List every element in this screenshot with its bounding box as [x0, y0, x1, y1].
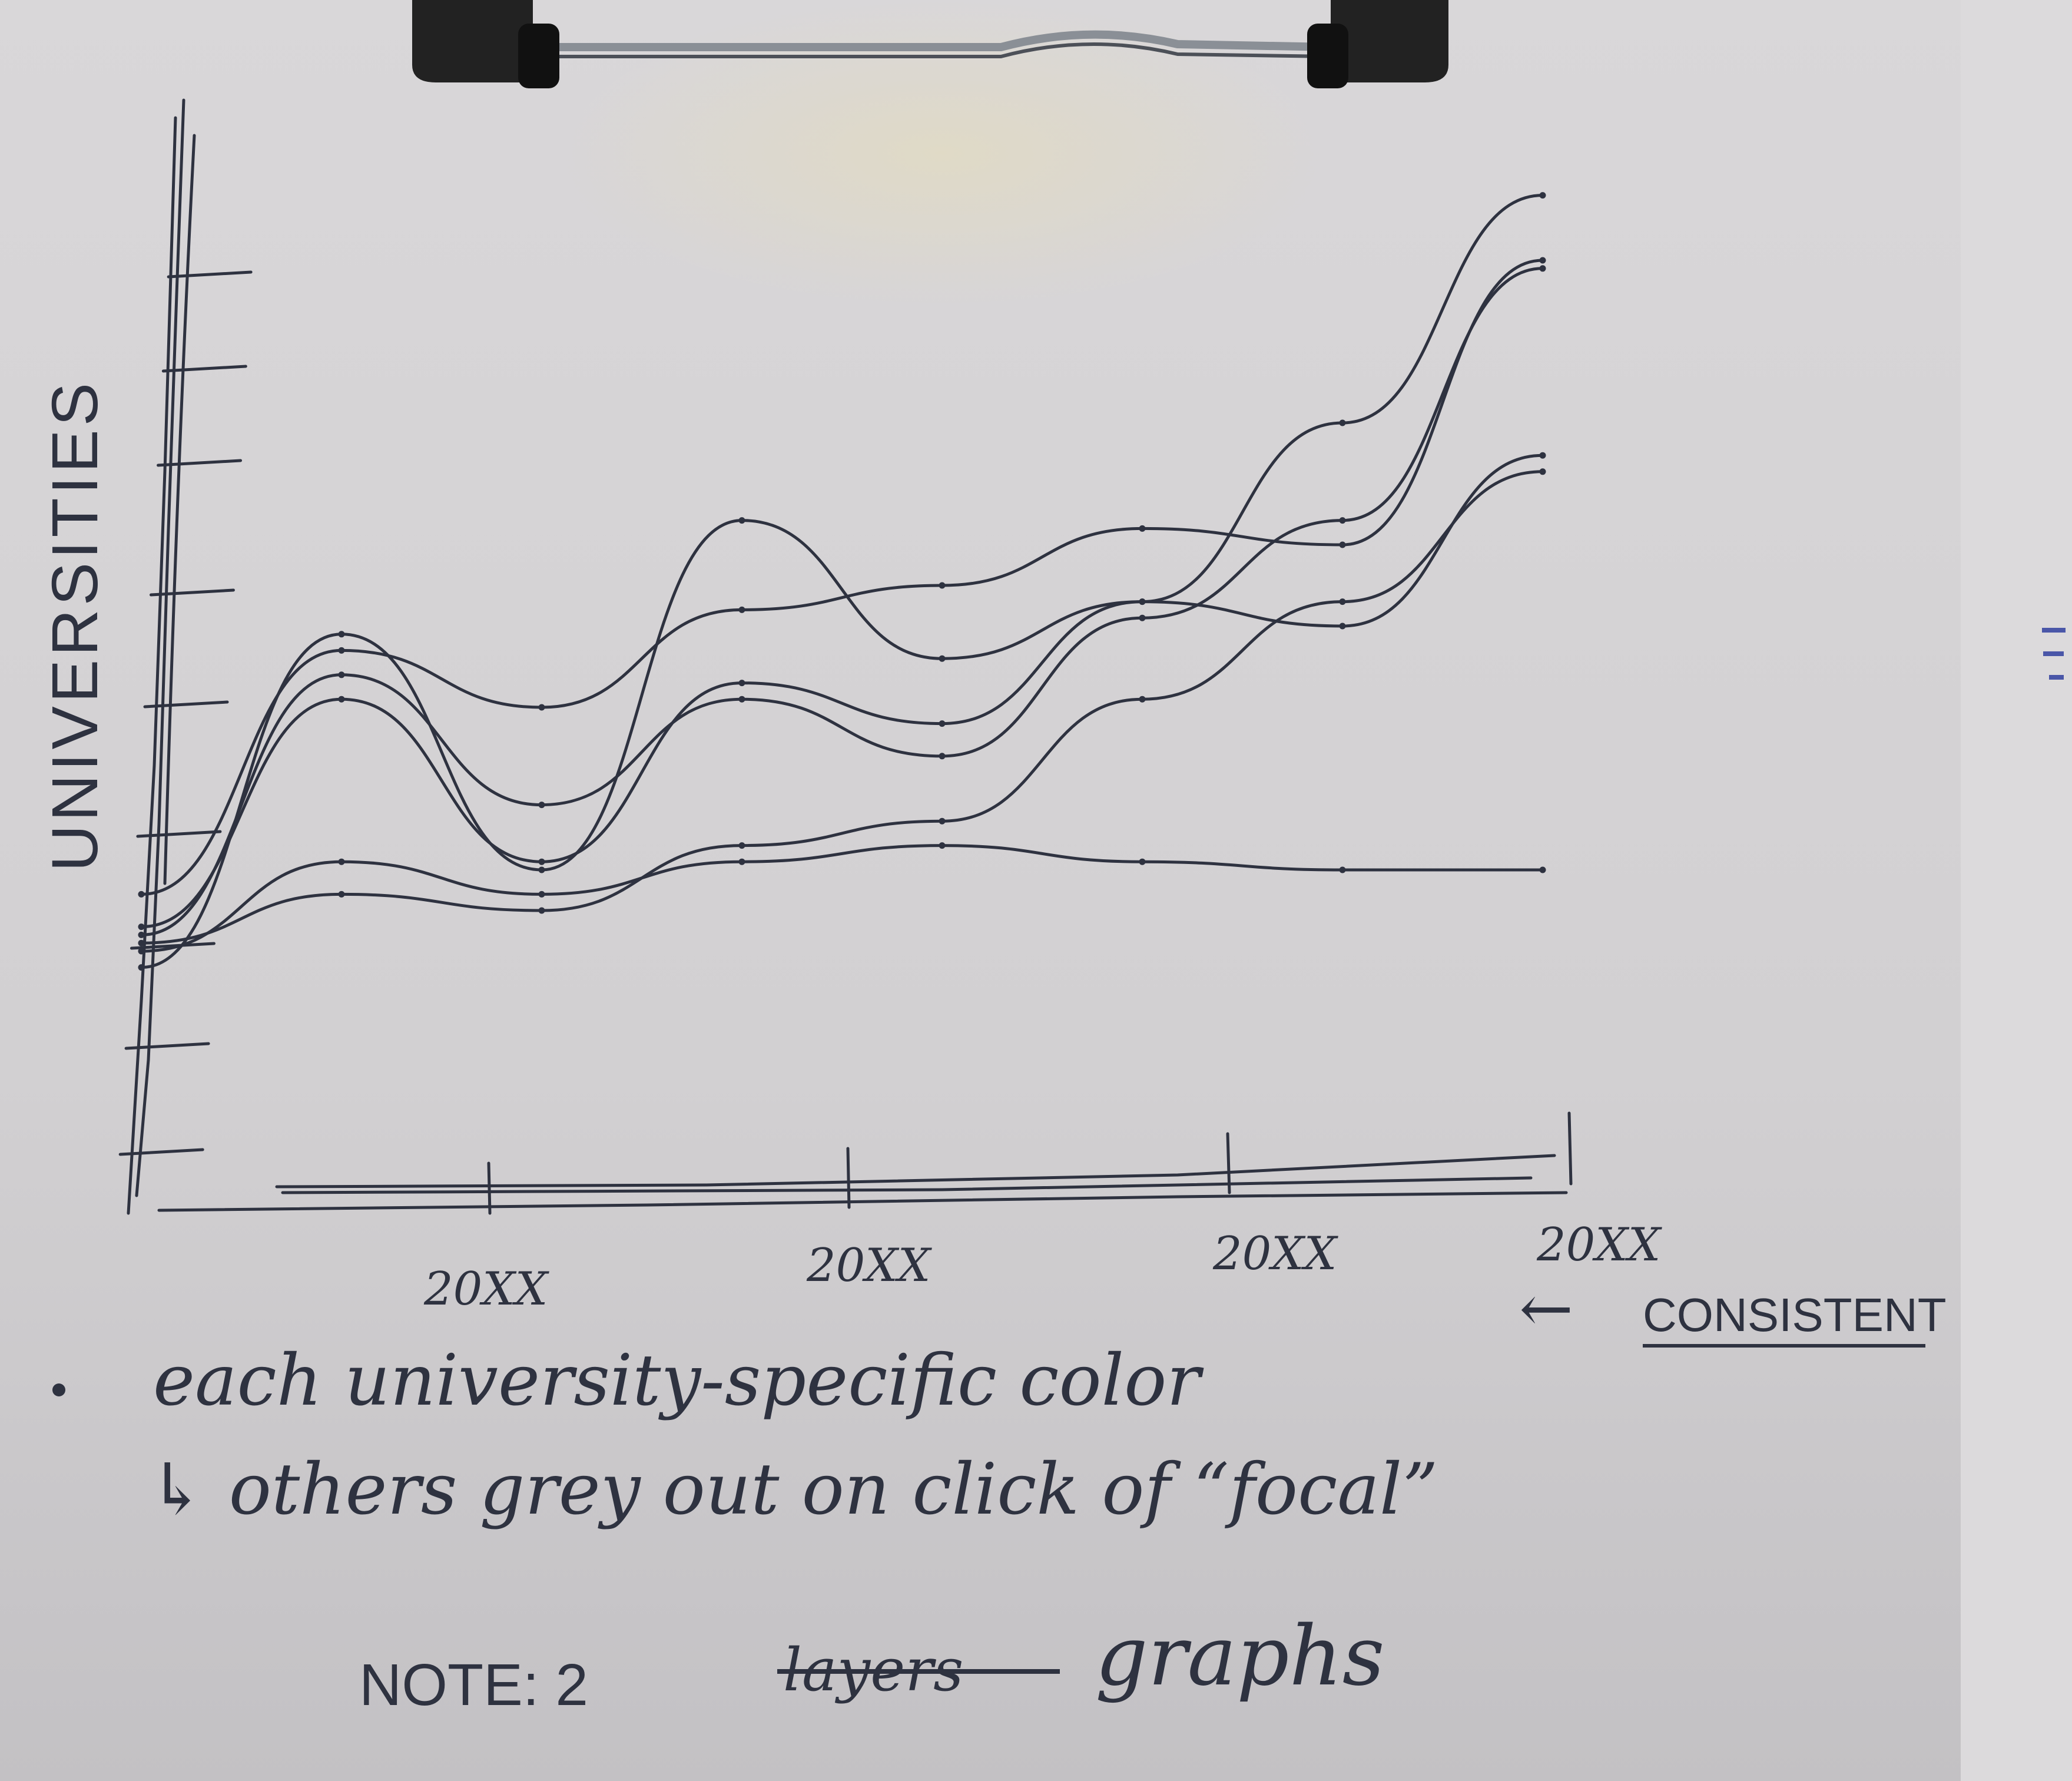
series-6-point-1 [138, 931, 145, 938]
y-tick-3 [157, 459, 243, 467]
series-3-point-8 [1539, 866, 1546, 873]
y-tick-1 [167, 270, 253, 279]
series-line-4 [140, 470, 1544, 945]
series-1-point-4 [738, 606, 745, 613]
series-3-point-6 [1139, 858, 1146, 865]
series-6-point-5 [939, 753, 946, 760]
series-5-point-1 [138, 964, 145, 971]
y-axis [127, 98, 196, 1215]
series-6-point-6 [1139, 614, 1146, 621]
y-axis-label: UNIVERSITIES [39, 379, 111, 872]
x-tick-label-1: 20XX [423, 1263, 550, 1316]
series-1-point-1 [138, 891, 145, 898]
series-lines [138, 192, 1546, 971]
y-tick-8 [124, 1042, 210, 1050]
series-3-point-5 [939, 842, 946, 849]
note-line-1: each university-specific color [153, 1340, 1204, 1422]
x-axis [157, 1111, 1573, 1212]
note-prefix: NOTE: 2 [359, 1652, 588, 1718]
series-4-point-6 [1139, 696, 1146, 703]
series-4-point-8 [1539, 468, 1546, 475]
series-3-point-1 [138, 948, 145, 955]
series-2-point-7 [1339, 419, 1346, 426]
lamp-glow [559, 0, 1325, 306]
y-tick-5 [143, 700, 229, 709]
series-4-point-7 [1339, 598, 1346, 605]
y-tick-7 [130, 942, 216, 950]
series-6-point-4 [738, 696, 745, 703]
series-1-point-7 [1339, 541, 1346, 548]
series-4-point-5 [939, 817, 946, 825]
series-4-point-3 [538, 907, 545, 914]
clipboard-clip-icon [412, 0, 1448, 88]
y-tick-2 [161, 365, 247, 373]
consistent-label: CONSISTENT [1643, 1289, 1947, 1341]
series-line-2 [140, 194, 1544, 929]
x-tick-label-3: 20XX [1212, 1227, 1339, 1280]
series-4-point-2 [338, 891, 345, 898]
series-3-point-3 [538, 891, 545, 898]
x-axis-ticks [487, 1132, 1231, 1215]
y-axis-ticks [118, 270, 253, 1156]
series-1-point-3 [538, 704, 545, 711]
series-5-point-8 [1539, 452, 1546, 459]
series-5-point-4 [738, 517, 745, 524]
note-line-2: ↳ others grey out on click of “focal” [147, 1449, 1438, 1531]
series-3-point-7 [1339, 866, 1346, 873]
series-1-point-6 [1139, 525, 1146, 532]
series-6-point-7 [1339, 517, 1346, 524]
series-6-point-8 [1539, 265, 1546, 272]
series-4-point-4 [738, 842, 745, 849]
arrow-icon: ← [1519, 1271, 1573, 1346]
bullet-icon [52, 1383, 65, 1396]
series-4-point-1 [138, 939, 145, 946]
series-2-point-3 [538, 858, 545, 865]
series-2-point-2 [338, 696, 345, 703]
series-1-point-5 [939, 582, 946, 589]
series-5-point-7 [1339, 623, 1346, 630]
series-5-point-3 [538, 866, 545, 873]
series-3-point-2 [338, 858, 345, 865]
series-2-point-1 [138, 923, 145, 931]
x-tick-label-2: 20XX [806, 1239, 933, 1292]
y-tick-9 [118, 1148, 204, 1156]
series-5-point-6 [1139, 598, 1146, 605]
series-2-point-4 [738, 680, 745, 687]
x-tick-label-4: 20XX [1536, 1219, 1663, 1272]
series-2-point-8 [1539, 192, 1546, 199]
background-paper [1943, 0, 2072, 1781]
series-5-point-5 [939, 655, 946, 662]
series-1-point-2 [338, 647, 345, 654]
series-5-point-2 [338, 631, 345, 638]
series-1-point-8 [1539, 257, 1546, 264]
series-3-point-4 [738, 858, 745, 865]
note-suffix: graphs [1095, 1608, 1385, 1704]
series-6-point-3 [538, 802, 545, 809]
edge-ink-marks [2042, 628, 2066, 680]
y-tick-4 [149, 588, 235, 597]
series-2-point-5 [939, 720, 946, 727]
series-6-point-2 [338, 671, 345, 678]
y-tick-6 [136, 830, 222, 838]
